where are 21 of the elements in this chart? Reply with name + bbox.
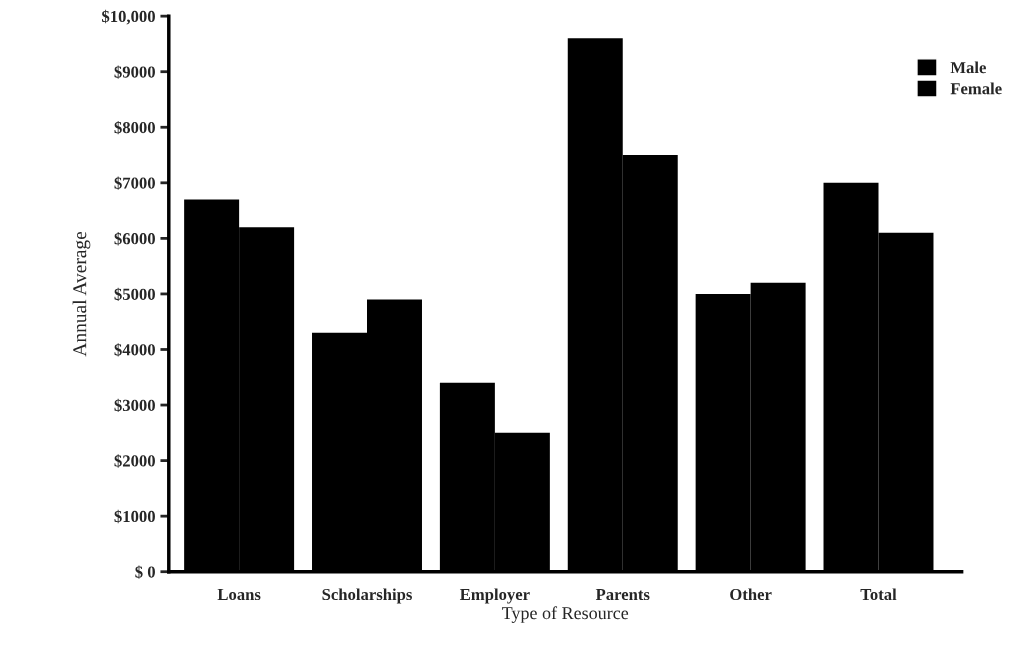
y-tick-label: $2000 (114, 454, 155, 468)
x-tick-label: Other (730, 588, 772, 601)
x-axis-title: Type of Resource (501, 606, 629, 623)
legend-label: Male (950, 61, 986, 74)
y-tick-label: $4000 (114, 343, 155, 357)
x-tick-label: Employer (459, 588, 530, 604)
y-tick-label: $3000 (114, 398, 155, 413)
y-tick-label: $8000 (114, 120, 155, 135)
x-tick-label: Total (860, 588, 897, 601)
legend-label: Female (950, 82, 1002, 95)
x-tick-label: Parents (595, 589, 650, 601)
y-tick-label: $ 0 (135, 565, 155, 579)
y-tick-label: $7000 (114, 176, 155, 190)
y-axis-title: Annual Average (72, 231, 91, 357)
x-tick-label: Scholarships (322, 588, 412, 604)
y-tick-label: $5000 (114, 287, 155, 301)
x-tick-label: Loans (217, 589, 261, 601)
y-tick-label: $10,000 (102, 9, 155, 25)
y-tick-label: $9000 (114, 65, 155, 79)
y-tick-label: $6000 (114, 232, 155, 246)
y-tick-label: $1000 (114, 509, 155, 524)
